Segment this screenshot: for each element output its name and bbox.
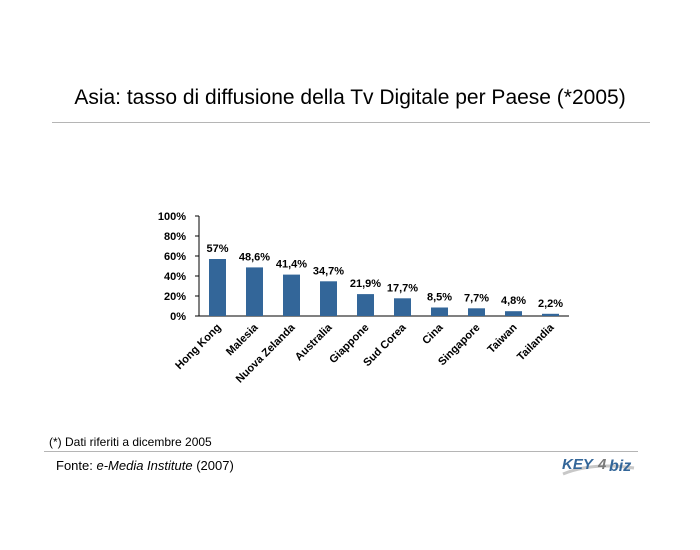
bar (209, 259, 226, 316)
bar (283, 274, 300, 316)
y-tick-label: 20% (164, 291, 186, 303)
footnote: (*) Dati riferiti a dicembre 2005 (49, 435, 212, 449)
bar (357, 294, 374, 316)
value-label: 57% (206, 243, 228, 255)
bar (394, 298, 411, 316)
logo-text-biz: biz (609, 458, 631, 475)
bar (431, 307, 448, 316)
y-tick-label: 60% (164, 251, 186, 263)
value-label: 21,9% (350, 278, 381, 290)
source-prefix: Fonte: (56, 458, 97, 473)
footer-divider (44, 451, 638, 452)
bar (246, 267, 263, 316)
bar (505, 311, 522, 316)
value-label: 41,4% (276, 259, 307, 271)
bars (209, 259, 559, 316)
value-label: 2,2% (538, 298, 563, 310)
x-tick-label: Cina (420, 321, 446, 347)
x-tick-label: Tailandia (515, 321, 557, 363)
source-name: e-Media Institute (96, 458, 193, 473)
y-tick-label: 80% (164, 231, 186, 243)
bar-chart: 0% 20% 40% 60% 80% 100% 57% 48,6% 41,4% 34,7% 21,… (158, 211, 569, 385)
bar (542, 313, 559, 316)
bar (320, 281, 337, 316)
source-year: (2007) (192, 458, 234, 473)
value-labels: 57% 48,6% 41,4% 34,7% 21,9% 17,7% 8,5% 7,7% 4,8%… (206, 243, 563, 310)
y-tick-label: 0% (170, 311, 186, 323)
logo-text-key: KEY (562, 456, 595, 473)
value-label: 48,6% (239, 251, 270, 263)
y-tick-label: 40% (164, 271, 186, 283)
value-label: 4,8% (501, 295, 526, 307)
logo-text-4: 4 (597, 456, 607, 473)
value-label: 8,5% (427, 292, 452, 304)
source-line: Fonte: e-Media Institute (2007) (56, 458, 234, 473)
value-label: 7,7% (464, 292, 489, 304)
x-tick-label: Malesia (224, 321, 261, 358)
value-label: 34,7% (313, 265, 344, 277)
chart-title: Asia: tasso di diffusione della Tv Digit… (74, 86, 626, 109)
x-tick-label: Hong Kong (173, 322, 223, 372)
y-tick-label: 100% (158, 211, 186, 223)
title-divider (52, 122, 650, 123)
x-tick-label: Taiwan (485, 321, 519, 355)
value-label: 17,7% (387, 282, 418, 294)
bar (468, 308, 485, 316)
key4biz-logo: KEY 4 biz (562, 456, 635, 476)
